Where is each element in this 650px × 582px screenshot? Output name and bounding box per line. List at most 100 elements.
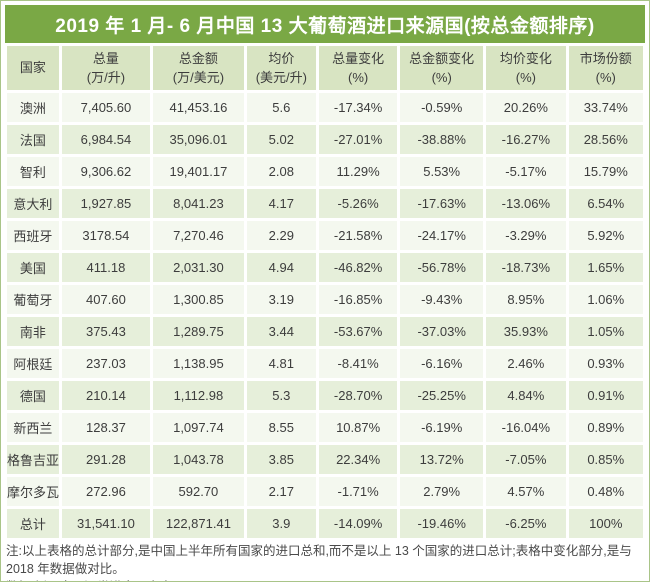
cell-volume_change: -14.09%: [319, 509, 398, 538]
cell-avg_price: 5.02: [246, 125, 317, 154]
cell-avg_price: 5.3: [246, 381, 317, 410]
cell-avg_price: 3.9: [246, 509, 317, 538]
cell-amount: 7,270.46: [153, 221, 244, 250]
cell-avg_price: 3.85: [246, 445, 317, 474]
table-row: 德国 210.14 1,112.98 5.3 -28.70% -25.25% 4.84% 0.…: [7, 381, 643, 410]
cell-amount_change: -6.16%: [400, 349, 484, 378]
cell-price_change: -5.17%: [486, 157, 566, 186]
cell-price_change: 4.57%: [486, 477, 566, 506]
cell-volume: 3178.54: [61, 221, 151, 250]
cell-country: 西班牙: [7, 221, 59, 250]
total-row: 总计 31,541.10 122,871.41 3.9 -14.09% -19.46% -6…: [7, 509, 643, 538]
cell-avg_price: 8.55: [246, 413, 317, 442]
table-row: 阿根廷 237.03 1,138.95 4.81 -8.41% -6.16% 2.46% 0.…: [7, 349, 643, 378]
cell-market_share: 1.65%: [568, 253, 643, 282]
cell-country: 阿根廷: [7, 349, 59, 378]
cell-country: 德国: [7, 381, 59, 410]
cell-avg_price: 3.19: [246, 285, 317, 314]
cell-amount_change: -38.88%: [400, 125, 484, 154]
cell-amount_change: 13.72%: [400, 445, 484, 474]
table-row: 南非 375.43 1,289.75 3.44 -53.67% -37.03% 35.93%…: [7, 317, 643, 346]
col-header-volume: 总量 (万/升): [61, 46, 151, 90]
cell-amount: 1,097.74: [153, 413, 244, 442]
cell-volume_change: -8.41%: [319, 349, 398, 378]
cell-volume: 375.43: [61, 317, 151, 346]
header-row: 国家 总量 (万/升) 总金额 (万/美元) 均价 (美元/升) 总量变化 (%) 总金额变化 (%…: [7, 46, 643, 90]
cell-amount: 41,453.16: [153, 93, 244, 122]
cell-price_change: -13.06%: [486, 189, 566, 218]
cell-volume: 6,984.54: [61, 125, 151, 154]
cell-volume_change: -5.26%: [319, 189, 398, 218]
cell-price_change: 35.93%: [486, 317, 566, 346]
table-row: 新西兰 128.37 1,097.74 8.55 10.87% -6.19% -16.04%…: [7, 413, 643, 442]
footnote-line-1: 注:以上表格的总计部分,是中国上半年所有国家的进口总和,而不是以上 13 个国家…: [6, 544, 632, 577]
cell-volume_change: -53.67%: [319, 317, 398, 346]
cell-volume_change: 22.34%: [319, 445, 398, 474]
cell-volume_change: -28.70%: [319, 381, 398, 410]
page-title: 2019 年 1 月- 6 月中国 13 大葡萄酒进口来源国(按总金额排序): [55, 15, 595, 37]
cell-volume_change: -27.01%: [319, 125, 398, 154]
cell-country: 新西兰: [7, 413, 59, 442]
footnotes: 注:以上表格的总计部分,是中国上半年所有国家的进口总和,而不是以上 13 个国家…: [6, 542, 644, 581]
cell-country: 南非: [7, 317, 59, 346]
col-header-amount: 总金额 (万/美元): [153, 46, 244, 90]
cell-country: 葡萄牙: [7, 285, 59, 314]
table-row: 意大利 1,927.85 8,041.23 4.17 -5.26% -17.63% -13.…: [7, 189, 643, 218]
cell-volume_change: 10.87%: [319, 413, 398, 442]
col-header-avg_price: 均价 (美元/升): [246, 46, 317, 90]
cell-amount: 592.70: [153, 477, 244, 506]
cell-amount: 1,138.95: [153, 349, 244, 378]
table-row: 葡萄牙 407.60 1,300.85 3.19 -16.85% -9.43% 8.95% 1…: [7, 285, 643, 314]
cell-market_share: 0.91%: [568, 381, 643, 410]
cell-price_change: -16.27%: [486, 125, 566, 154]
cell-price_change: -18.73%: [486, 253, 566, 282]
cell-price_change: -6.25%: [486, 509, 566, 538]
cell-avg_price: 3.44: [246, 317, 317, 346]
table-row: 摩尔多瓦 272.96 592.70 2.17 -1.71% 2.79% 4.57% 0.48…: [7, 477, 643, 506]
cell-volume_change: -1.71%: [319, 477, 398, 506]
cell-amount_change: -19.46%: [400, 509, 484, 538]
cell-price_change: -7.05%: [486, 445, 566, 474]
cell-country: 总计: [7, 509, 59, 538]
cell-amount_change: 2.79%: [400, 477, 484, 506]
cell-volume: 272.96: [61, 477, 151, 506]
cell-market_share: 28.56%: [568, 125, 643, 154]
cell-country: 美国: [7, 253, 59, 282]
cell-market_share: 33.74%: [568, 93, 643, 122]
cell-market_share: 15.79%: [568, 157, 643, 186]
cell-amount: 1,043.78: [153, 445, 244, 474]
cell-volume: 9,306.62: [61, 157, 151, 186]
col-header-price_change: 均价变化 (%): [486, 46, 566, 90]
cell-price_change: 4.84%: [486, 381, 566, 410]
cell-volume: 7,405.60: [61, 93, 151, 122]
cell-amount_change: -9.43%: [400, 285, 484, 314]
cell-amount_change: -24.17%: [400, 221, 484, 250]
cell-avg_price: 4.17: [246, 189, 317, 218]
cell-avg_price: 2.29: [246, 221, 317, 250]
cell-volume: 411.18: [61, 253, 151, 282]
cell-volume: 128.37: [61, 413, 151, 442]
cell-avg_price: 4.94: [246, 253, 317, 282]
cell-market_share: 5.92%: [568, 221, 643, 250]
table-row: 法国 6,984.54 35,096.01 5.02 -27.01% -38.88% -16…: [7, 125, 643, 154]
col-header-country: 国家: [7, 46, 59, 90]
cell-country: 智利: [7, 157, 59, 186]
cell-avg_price: 4.81: [246, 349, 317, 378]
cell-country: 意大利: [7, 189, 59, 218]
cell-amount: 2,031.30: [153, 253, 244, 282]
cell-country: 澳洲: [7, 93, 59, 122]
cell-market_share: 0.48%: [568, 477, 643, 506]
cell-amount_change: -37.03%: [400, 317, 484, 346]
cell-amount_change: -17.63%: [400, 189, 484, 218]
cell-volume: 210.14: [61, 381, 151, 410]
cell-volume: 1,927.85: [61, 189, 151, 218]
cell-avg_price: 2.08: [246, 157, 317, 186]
cell-price_change: -3.29%: [486, 221, 566, 250]
table-title-bar: 2019 年 1 月- 6 月中国 13 大葡萄酒进口来源国(按总金额排序): [5, 5, 645, 43]
cell-amount_change: -25.25%: [400, 381, 484, 410]
cell-amount: 1,289.75: [153, 317, 244, 346]
cell-amount_change: -0.59%: [400, 93, 484, 122]
cell-amount: 122,871.41: [153, 509, 244, 538]
cell-volume_change: -17.34%: [319, 93, 398, 122]
